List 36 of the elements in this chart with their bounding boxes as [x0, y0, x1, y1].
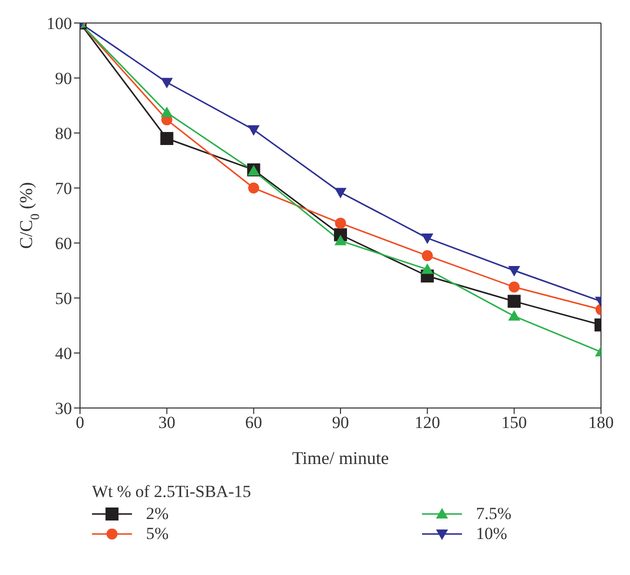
x-tick-label: 120: [414, 413, 440, 432]
y-tick-label: 90: [55, 69, 72, 88]
point: [421, 234, 434, 244]
point: [160, 78, 173, 88]
x-tick-label: 90: [332, 413, 349, 432]
point: [422, 250, 433, 262]
legend-label: 5%: [146, 524, 169, 544]
point: [508, 294, 521, 308]
legend-label: 7.5%: [476, 504, 512, 524]
x-tick-label: 150: [501, 413, 527, 432]
point: [334, 188, 346, 198]
x-tick-label: 0: [76, 413, 84, 432]
point: [334, 234, 346, 246]
y-tick-label: 70: [55, 179, 72, 198]
y-tick-label: 50: [55, 289, 72, 308]
y-tick-label: 30: [55, 399, 72, 418]
legend-title: Wt % of 2.5Ti-SBA-15: [92, 482, 252, 502]
point: [508, 282, 520, 292]
y-tick-label: 60: [55, 234, 72, 254]
legend-label: 10%: [476, 524, 508, 544]
y-tick-label: 80: [55, 124, 72, 144]
point: [508, 310, 520, 321]
y-tick-label: 40: [55, 344, 72, 364]
x-tick-label: 60: [245, 413, 262, 432]
x-tick-label: 180: [588, 413, 614, 432]
point: [248, 125, 260, 136]
point: [421, 263, 434, 274]
point: [508, 266, 520, 276]
point: [160, 106, 173, 118]
x-tick-label: 30: [158, 413, 176, 432]
legend-label: 2%: [146, 504, 169, 524]
y-tick-label: 100: [46, 14, 72, 34]
point: [248, 182, 260, 194]
point: [160, 132, 174, 145]
point: [335, 218, 346, 229]
x-axis-title: Time/ minute: [292, 448, 389, 468]
